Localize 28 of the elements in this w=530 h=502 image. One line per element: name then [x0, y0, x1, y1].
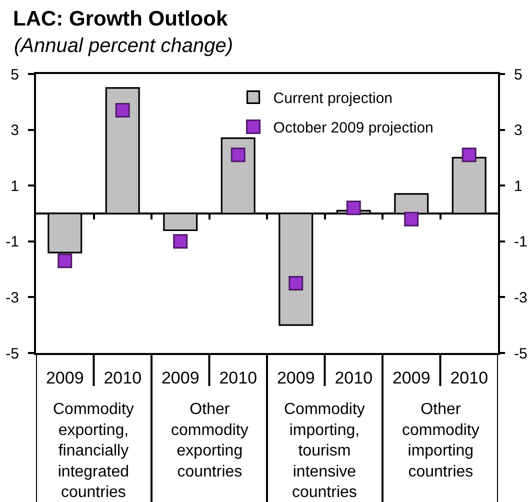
- chart-subtitle: (Annual percent change): [14, 35, 234, 57]
- legend-label: October 2009 projection: [273, 120, 434, 137]
- legend-label: Current projection: [273, 90, 393, 108]
- x-tick-label: 2010: [104, 368, 142, 388]
- y2-tick-label: -3: [514, 289, 528, 306]
- text: Commodity exporting, financially integrated countries: [53, 401, 134, 502]
- y2-tick-label: -5: [514, 345, 528, 362]
- y-tick-label: -1: [6, 234, 19, 251]
- x-tick-label: 2010: [334, 368, 373, 388]
- x-tick-label: 2010: [219, 368, 258, 388]
- text: Commodity importing, tourism intensive countries: [284, 401, 365, 502]
- y-tick-label: -5: [6, 345, 19, 362]
- y-tick-label: 1: [10, 178, 19, 195]
- x-tick-label: 2009: [392, 368, 430, 388]
- y2-tick-label: 5: [514, 66, 522, 84]
- y2-tick-label: -1: [514, 234, 528, 251]
- x-tick-label: 2009: [46, 368, 84, 388]
- y2-tick-label: 3: [514, 122, 522, 140]
- x-tick-label: 2009: [161, 368, 200, 388]
- y-tick-label: 5: [10, 66, 19, 84]
- x-tick-label: 2010: [450, 368, 488, 388]
- y-tick-label: 3: [10, 122, 19, 140]
- y2-tick-label: 1: [514, 178, 522, 195]
- y-tick-label: -3: [6, 289, 19, 306]
- chart-title: LAC: Growth Outlook: [13, 8, 228, 31]
- text: Other commodity importing countries: [402, 401, 480, 480]
- x-tick-label: 2009: [276, 368, 315, 388]
- text: Other commodity exporting countries: [171, 401, 248, 480]
